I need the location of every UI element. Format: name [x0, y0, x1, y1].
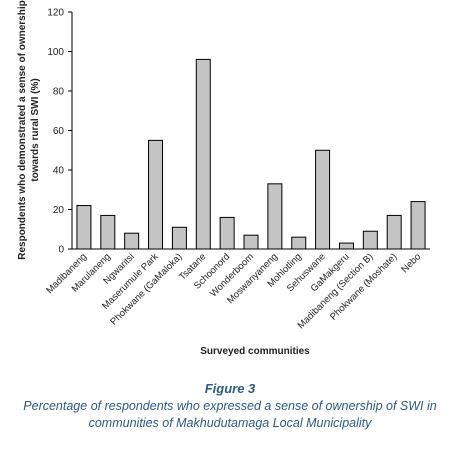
- y-tick-label: 40: [53, 166, 65, 177]
- bar: [291, 236, 307, 250]
- bar: [195, 58, 211, 250]
- y-tick-label: 100: [47, 47, 64, 58]
- y-tick-label: 0: [58, 245, 64, 256]
- y-tick-label: 20: [53, 205, 65, 216]
- bar: [267, 183, 283, 250]
- y-tick-label: 120: [47, 8, 64, 19]
- x-axis-title: Surveyed communities: [200, 346, 310, 357]
- y-axis-title-line2: towards rural SWI (%): [30, 78, 41, 181]
- y-axis: 0 20 40 60 80 100 120: [47, 8, 73, 256]
- bar-chart: Respondents who demonstrated a sense of …: [17, 0, 430, 357]
- y-tick-label: 80: [53, 87, 65, 98]
- bars: [76, 58, 426, 250]
- bar: [362, 230, 378, 250]
- bar: [243, 234, 259, 250]
- bar: [410, 201, 426, 250]
- bar: [148, 139, 164, 250]
- figure-label: Figure 3: [204, 381, 256, 396]
- y-tick-label: 60: [53, 126, 65, 137]
- figure-caption-line1: Percentage of respondents who expressed …: [23, 399, 437, 413]
- x-axis: MadibanengMarulanengNgwaritsiMaserumule …: [44, 248, 430, 331]
- bar: [338, 242, 354, 250]
- bar: [171, 226, 187, 250]
- bar: [315, 149, 331, 250]
- y-axis-title-line1: Respondents who demonstrated a sense of …: [17, 0, 28, 260]
- bar: [219, 216, 235, 250]
- y-axis-title: Respondents who demonstrated a sense of …: [17, 0, 41, 260]
- bar: [100, 214, 116, 250]
- bar: [386, 214, 402, 250]
- bar: [76, 205, 92, 250]
- x-tick-label: Nebo: [399, 251, 423, 275]
- bar: [124, 232, 140, 250]
- figure-caption-line2: communities of Makhudutamaga Local Munic…: [88, 416, 372, 430]
